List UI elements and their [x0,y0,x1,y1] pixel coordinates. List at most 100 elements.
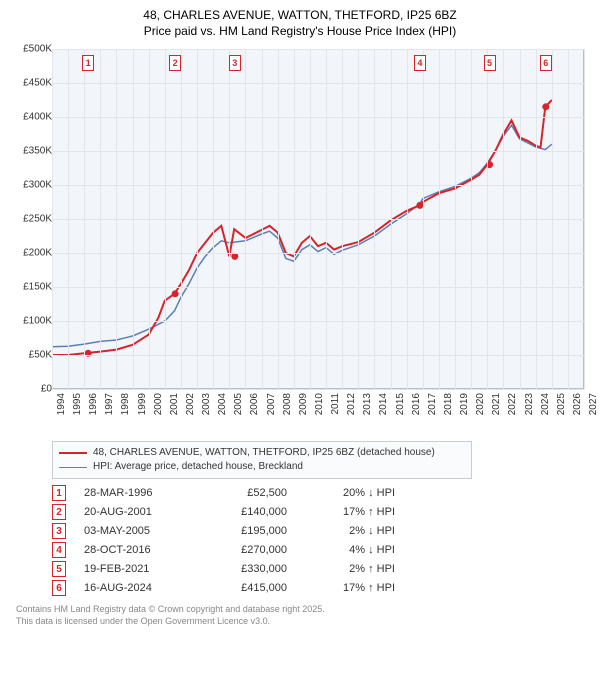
y-tick-label: £0 [12,384,52,395]
sale-diff: 20% ↓ HPI [305,487,395,499]
sale-marker-box: 6 [540,55,552,71]
gridline-v [536,49,537,389]
gridline-v [213,49,214,389]
sale-date: 19-FEB-2021 [84,563,189,575]
sale-diff: 17% ↑ HPI [305,582,395,594]
sales-table: 128-MAR-1996£52,50020% ↓ HPI220-AUG-2001… [52,485,592,596]
x-tick-label: 2018 [443,393,454,415]
gridline-v [68,49,69,389]
x-tick-label: 1996 [88,393,99,415]
gridline-v [197,49,198,389]
x-tick-label: 2024 [540,393,551,415]
title-subtitle: Price paid vs. HM Land Registry's House … [8,24,592,40]
sale-row-marker: 3 [52,523,66,539]
sale-row: 616-AUG-2024£415,00017% ↑ HPI [52,580,592,596]
y-tick-label: £450K [12,78,52,89]
y-tick-label: £350K [12,146,52,157]
gridline-v [568,49,569,389]
x-tick-label: 2019 [459,393,470,415]
x-tick-label: 2027 [588,393,599,415]
sale-row-marker: 2 [52,504,66,520]
y-tick-label: £150K [12,282,52,293]
sale-diff: 17% ↑ HPI [305,506,395,518]
series-hpi-line [52,125,552,347]
gridline-v [342,49,343,389]
y-tick-label: £50K [12,350,52,361]
x-tick-label: 2022 [507,393,518,415]
x-tick-label: 2007 [266,393,277,415]
sale-date: 28-MAR-1996 [84,487,189,499]
gridline-v [584,49,585,389]
gridline-v [149,49,150,389]
sale-diff: 2% ↓ HPI [305,525,395,537]
x-tick-label: 2001 [169,393,180,415]
gridline-v [455,49,456,389]
sale-price: £52,500 [207,487,287,499]
sale-row-marker: 1 [52,485,66,501]
x-tick-label: 1998 [120,393,131,415]
footer-line1: Contains HM Land Registry data © Crown c… [16,604,592,616]
sale-marker-box: 1 [82,55,94,71]
gridline-v [471,49,472,389]
y-tick-label: £200K [12,248,52,259]
sale-marker-box: 4 [414,55,426,71]
chart: 123456 £0£50K£100K£150K£200K£250K£300K£3… [8,45,592,435]
legend-item: HPI: Average price, detached house, Brec… [59,460,465,474]
x-tick-label: 2025 [556,393,567,415]
x-tick-label: 2009 [298,393,309,415]
gridline-v [503,49,504,389]
gridline-v [358,49,359,389]
x-tick-label: 1995 [72,393,83,415]
legend-item: 48, CHARLES AVENUE, WATTON, THETFORD, IP… [59,446,465,460]
gridline-v [423,49,424,389]
sale-price: £140,000 [207,506,287,518]
gridline-v [294,49,295,389]
gridline-v [245,49,246,389]
sale-date: 16-AUG-2024 [84,582,189,594]
sale-row: 519-FEB-2021£330,0002% ↑ HPI [52,561,592,577]
x-tick-label: 2015 [395,393,406,415]
x-tick-label: 2012 [346,393,357,415]
chart-container: 48, CHARLES AVENUE, WATTON, THETFORD, IP… [0,0,600,632]
sale-date: 03-MAY-2005 [84,525,189,537]
gridline-v [262,49,263,389]
x-tick-label: 1999 [137,393,148,415]
legend-swatch [59,467,87,468]
gridline-v [391,49,392,389]
legend: 48, CHARLES AVENUE, WATTON, THETFORD, IP… [52,441,472,479]
sale-price: £270,000 [207,544,287,556]
sale-price: £330,000 [207,563,287,575]
x-tick-label: 1994 [56,393,67,415]
gridline-v [52,49,53,389]
gridline-v [278,49,279,389]
y-tick-label: £250K [12,214,52,225]
gridline-h [52,389,584,390]
gridline-v [407,49,408,389]
sale-diff: 4% ↓ HPI [305,544,395,556]
sale-price: £415,000 [207,582,287,594]
gridline-v [116,49,117,389]
x-tick-label: 2002 [185,393,196,415]
y-tick-label: £400K [12,112,52,123]
sale-price: £195,000 [207,525,287,537]
x-tick-label: 2006 [249,393,260,415]
gridline-v [439,49,440,389]
gridline-v [84,49,85,389]
x-tick-label: 2021 [491,393,502,415]
sale-dot [172,290,179,297]
legend-label: 48, CHARLES AVENUE, WATTON, THETFORD, IP… [93,446,435,460]
sale-dot [542,103,549,110]
gridline-v [165,49,166,389]
x-tick-label: 2026 [572,393,583,415]
gridline-v [310,49,311,389]
x-tick-label: 2011 [330,393,341,415]
footer-line2: This data is licensed under the Open Gov… [16,616,592,628]
title-address: 48, CHARLES AVENUE, WATTON, THETFORD, IP… [8,8,592,24]
x-tick-label: 2020 [475,393,486,415]
x-tick-label: 2010 [314,393,325,415]
gridline-v [487,49,488,389]
x-tick-label: 2016 [411,393,422,415]
sale-row: 220-AUG-2001£140,00017% ↑ HPI [52,504,592,520]
title-block: 48, CHARLES AVENUE, WATTON, THETFORD, IP… [8,8,592,39]
x-tick-label: 2004 [217,393,228,415]
